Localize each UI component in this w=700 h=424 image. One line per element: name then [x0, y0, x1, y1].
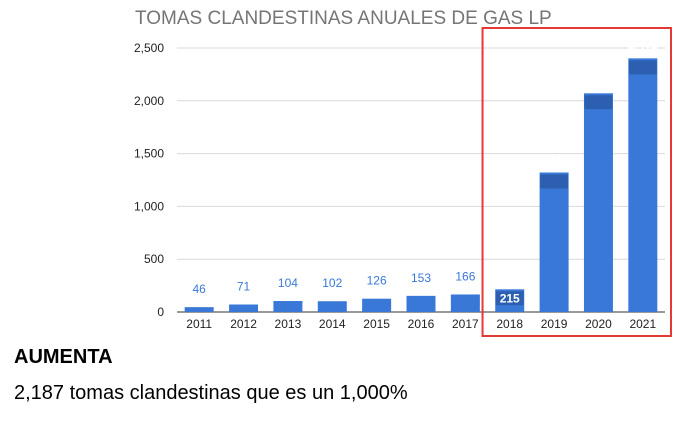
data-label: 153: [411, 271, 431, 285]
y-axis: 0 500 1,000 1,500 2,000 2,500: [134, 41, 164, 319]
x-tick-label: 2011: [186, 317, 212, 331]
data-label: 46: [193, 282, 207, 296]
data-label: 102: [322, 276, 342, 290]
data-label: 71: [237, 280, 251, 294]
data-label: 2,071: [583, 72, 613, 86]
data-label: 104: [278, 276, 298, 290]
x-tick-label: 2021: [629, 317, 656, 331]
x-tick-label: 2018: [496, 317, 523, 331]
bar: [628, 58, 658, 312]
y-tick-label: 2,000: [134, 94, 164, 108]
bar: [450, 294, 480, 312]
caption-text: 2,187 tomas clandestinas que es un 1,000…: [14, 382, 408, 404]
data-label-bg: [628, 60, 657, 75]
data-label-bg: [540, 174, 569, 189]
data-label: 166: [455, 269, 475, 283]
bar: [184, 307, 214, 312]
x-axis: 2011 2012 2013 2014 2015 2016 2017 2018 2019 2020…: [186, 317, 656, 331]
x-tick-label: 2014: [319, 317, 346, 331]
x-tick-label: 2016: [408, 317, 435, 331]
data-label: 126: [367, 274, 387, 288]
y-tick-label: 500: [144, 252, 164, 266]
chart: TOMAS CLANDESTINAS ANUALES DE GAS LP 0 50…: [134, 8, 672, 337]
bar: [362, 298, 392, 312]
gridlines: [177, 47, 665, 313]
x-tick-label: 2013: [275, 317, 302, 331]
x-tick-label: 2015: [363, 317, 390, 331]
y-tick-label: 0: [157, 305, 164, 319]
data-label: 2,402: [628, 37, 658, 51]
highlight-box: [481, 27, 672, 337]
x-tick-label: 2017: [452, 317, 479, 331]
bar: [273, 301, 303, 312]
x-tick-label: 2019: [541, 317, 568, 331]
y-tick-label: 1,500: [134, 147, 164, 161]
x-tick-label: 2012: [230, 317, 257, 331]
bar: [406, 295, 436, 312]
bar: [539, 172, 569, 312]
data-labels: 46 71 104 102 126 153 166 215 1,321 2,071 2,402: [193, 37, 658, 306]
y-tick-label: 1,000: [134, 199, 164, 213]
data-label-bg: [495, 291, 524, 306]
bar: [229, 304, 259, 312]
bar: [317, 301, 347, 312]
data-label-bg: [584, 95, 613, 110]
caption-title: AUMENTA: [14, 346, 113, 368]
data-label: 1,321: [539, 152, 569, 166]
y-tick-label: 2,500: [134, 41, 164, 55]
x-tick-label: 2020: [585, 317, 612, 331]
data-label: 215: [500, 291, 520, 305]
bar: [583, 93, 613, 312]
chart-title: TOMAS CLANDESTINAS ANUALES DE GAS LP: [135, 8, 552, 29]
